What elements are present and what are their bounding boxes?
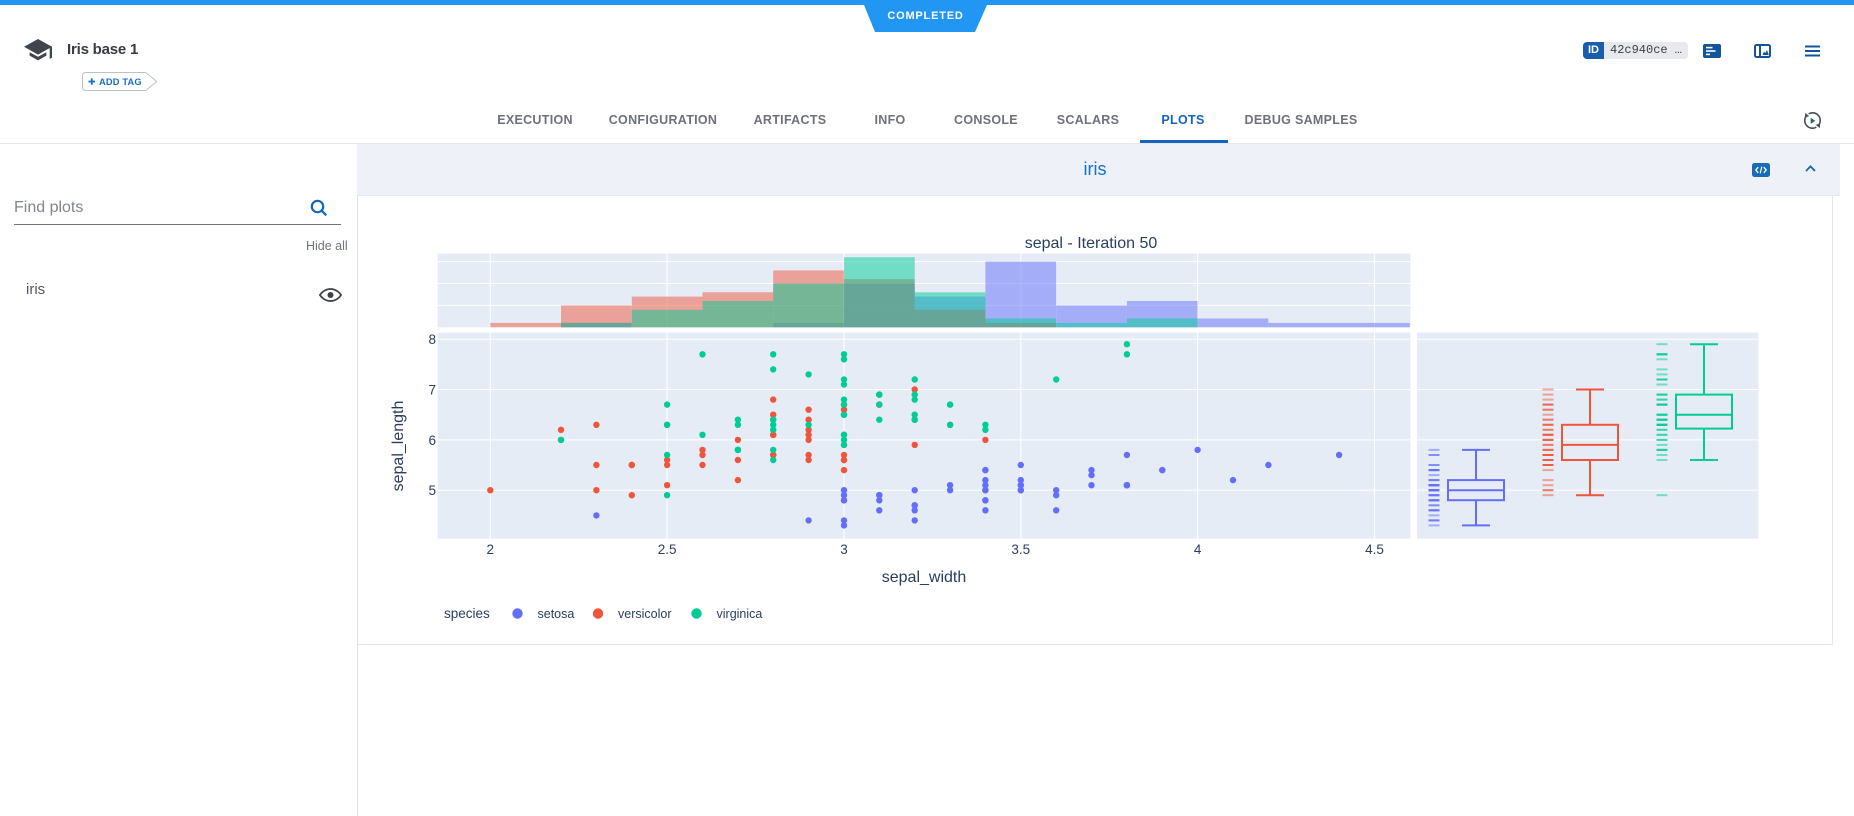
svg-text:8: 8 [428, 332, 436, 347]
svg-text:setosa: setosa [538, 607, 575, 621]
svg-text:sepal_width: sepal_width [882, 569, 967, 586]
svg-text:6: 6 [428, 433, 436, 448]
svg-text:ADD TAG: ADD TAG [99, 77, 142, 87]
svg-text:4.5: 4.5 [1365, 542, 1384, 557]
svg-text:5: 5 [428, 483, 436, 498]
svg-text:2: 2 [487, 542, 495, 557]
svg-text:3.5: 3.5 [1011, 542, 1030, 557]
svg-text:versicolor: versicolor [618, 607, 672, 621]
svg-text:sepal - Iteration 50: sepal - Iteration 50 [1025, 235, 1158, 252]
svg-text:4: 4 [1194, 542, 1202, 557]
svg-text:2.5: 2.5 [658, 542, 677, 557]
svg-text:sepal_length: sepal_length [390, 401, 407, 492]
svg-text:species: species [444, 606, 490, 621]
svg-text:virginica: virginica [717, 607, 763, 621]
svg-text:3: 3 [840, 542, 848, 557]
svg-text:7: 7 [428, 383, 436, 398]
